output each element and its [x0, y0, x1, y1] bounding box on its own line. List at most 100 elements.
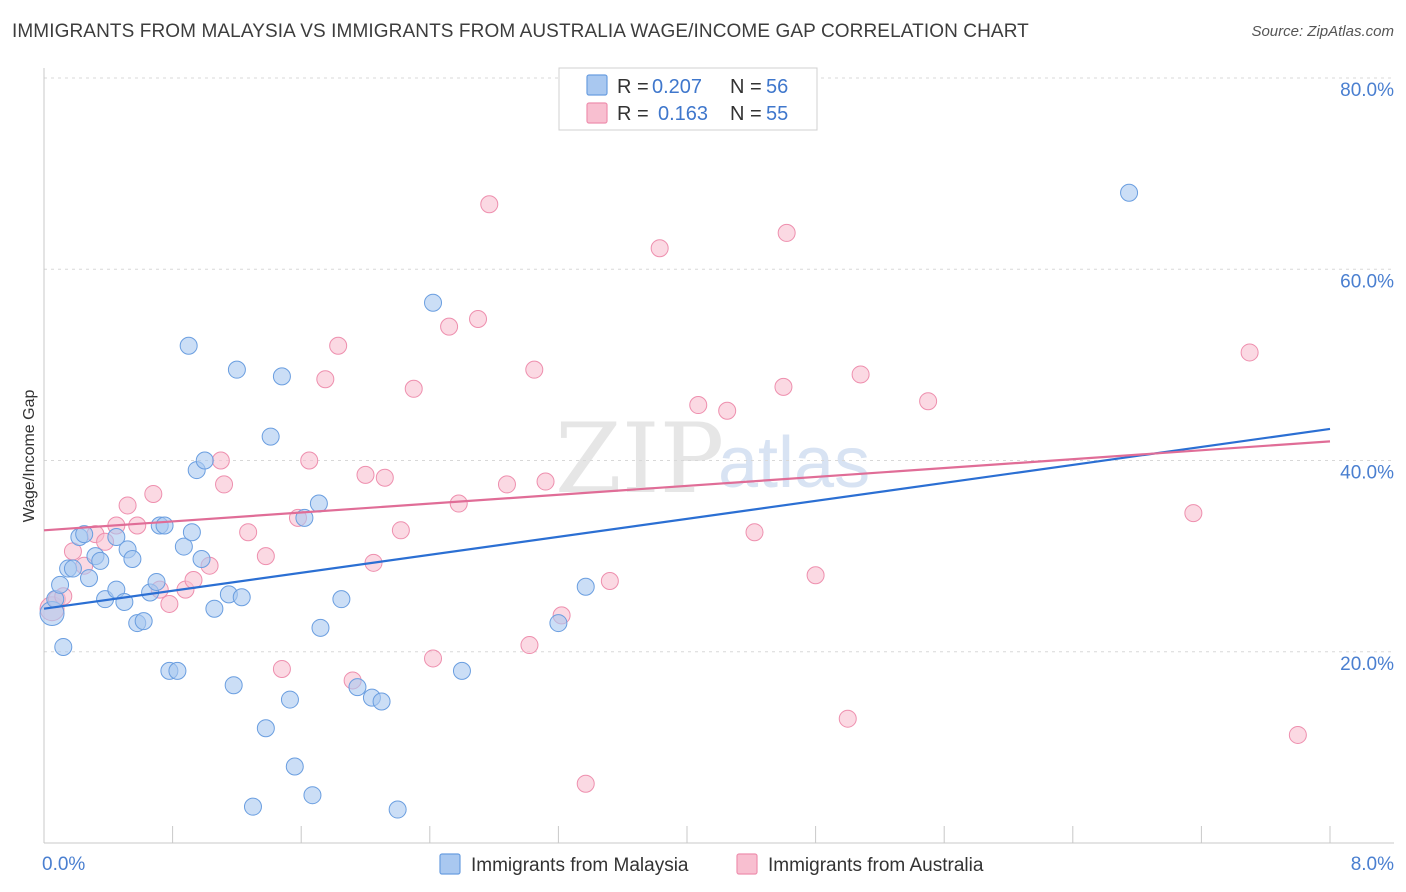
- point-australia: [718, 401, 737, 420]
- bottom-legend-label-australia: Immigrants from Australia: [768, 855, 984, 876]
- point-australia: [256, 547, 275, 566]
- point-australia: [838, 709, 857, 728]
- point-australia: [128, 516, 147, 535]
- point-malaysia: [192, 549, 211, 568]
- point-australia: [424, 649, 443, 668]
- point-australia: [329, 336, 348, 355]
- point-malaysia: [388, 800, 407, 819]
- point-malaysia: [272, 367, 291, 386]
- chart-title: IMMIGRANTS FROM MALAYSIA VS IMMIGRANTS F…: [12, 21, 1029, 42]
- y-tick-label-20: 20.0%: [1340, 654, 1394, 675]
- point-malaysia: [256, 719, 275, 738]
- point-malaysia: [549, 614, 568, 633]
- y-tick-label-80: 80.0%: [1340, 80, 1394, 101]
- bottom-legend: Immigrants from Malaysia Immigrants from…: [439, 853, 984, 876]
- point-malaysia: [303, 786, 322, 805]
- point-malaysia: [123, 549, 142, 568]
- point-malaysia: [309, 494, 328, 513]
- point-malaysia: [54, 637, 73, 656]
- point-australia: [160, 594, 179, 613]
- point-malaysia: [576, 577, 595, 596]
- trend-line-australia: [43, 440, 1331, 532]
- point-malaysia: [134, 612, 153, 631]
- point-australia: [375, 468, 394, 487]
- point-malaysia: [168, 661, 187, 680]
- bottom-legend-label-malaysia: Immigrants from Malaysia: [471, 855, 689, 876]
- point-australia: [404, 379, 423, 398]
- point-australia: [1288, 725, 1307, 744]
- point-australia: [536, 472, 555, 491]
- point-malaysia: [280, 690, 299, 709]
- point-australia: [449, 494, 468, 513]
- point-australia: [356, 465, 375, 484]
- point-australia: [650, 239, 669, 258]
- point-australia: [391, 521, 410, 540]
- point-australia: [300, 451, 319, 470]
- y-tick-label-40: 40.0%: [1340, 463, 1394, 484]
- legend-r-label-malaysia: R =: [617, 76, 649, 98]
- legend-r-value-malaysia: 0.207: [652, 76, 702, 98]
- point-australia: [1184, 504, 1203, 523]
- x-ticks: [43, 826, 1331, 843]
- point-australia: [497, 475, 516, 494]
- point-australia: [469, 309, 488, 328]
- point-malaysia: [332, 590, 351, 609]
- point-australia: [239, 523, 258, 542]
- legend-box: R = 0.207 N = 56 R = 0.163 N = 55: [558, 67, 818, 131]
- bottom-legend-swatch-malaysia: [439, 853, 461, 875]
- point-malaysia: [1120, 183, 1139, 202]
- point-australia: [689, 396, 708, 415]
- point-malaysia: [372, 692, 391, 711]
- point-malaysia: [147, 572, 166, 591]
- point-malaysia: [182, 523, 201, 542]
- source-credit: Source: ZipAtlas.com: [1251, 23, 1394, 40]
- point-malaysia: [261, 427, 280, 446]
- point-australia: [806, 566, 825, 585]
- legend-n-label-australia: N =: [730, 103, 762, 125]
- gridlines: [44, 77, 1394, 653]
- point-malaysia: [51, 575, 70, 594]
- point-malaysia: [311, 618, 330, 637]
- point-malaysia: [348, 678, 367, 697]
- point-malaysia: [174, 537, 193, 556]
- legend-r-label-australia: R =: [617, 103, 649, 125]
- point-australia: [777, 223, 796, 242]
- y-tick-label-60: 60.0%: [1340, 271, 1394, 292]
- point-australia: [440, 317, 459, 336]
- point-malaysia: [232, 588, 251, 607]
- watermark-zip: ZIP: [555, 403, 724, 515]
- point-australia: [745, 523, 764, 542]
- point-australia: [272, 659, 291, 678]
- point-australia: [919, 392, 938, 411]
- point-malaysia: [63, 559, 82, 578]
- point-australia: [600, 571, 619, 590]
- y-axis-label: Wage/Income Gap: [21, 390, 38, 523]
- point-malaysia: [424, 293, 443, 312]
- point-malaysia: [179, 336, 198, 355]
- point-australia: [144, 484, 163, 503]
- y-tick-labels: 20.0% 40.0% 60.0% 80.0%: [1340, 80, 1394, 675]
- point-malaysia: [243, 797, 262, 816]
- point-australia: [851, 365, 870, 384]
- point-malaysia: [75, 525, 94, 544]
- legend-swatch-malaysia: [586, 74, 608, 96]
- point-malaysia: [195, 451, 214, 470]
- point-australia: [211, 451, 230, 470]
- point-australia: [1240, 343, 1259, 362]
- point-malaysia: [227, 360, 246, 379]
- point-australia: [774, 377, 793, 396]
- point-australia: [480, 195, 499, 214]
- bottom-legend-swatch-australia: [736, 853, 758, 875]
- legend-n-value-malaysia: 56: [766, 76, 788, 98]
- point-australia: [576, 774, 595, 793]
- point-australia: [316, 370, 335, 389]
- trend-line-malaysia: [43, 427, 1331, 610]
- point-malaysia: [80, 569, 99, 588]
- point-malaysia: [452, 661, 471, 680]
- point-australia: [215, 475, 234, 494]
- point-australia: [520, 636, 539, 655]
- legend-r-value-australia: 0.163: [658, 103, 708, 125]
- point-malaysia: [91, 551, 110, 570]
- point-malaysia: [155, 516, 174, 535]
